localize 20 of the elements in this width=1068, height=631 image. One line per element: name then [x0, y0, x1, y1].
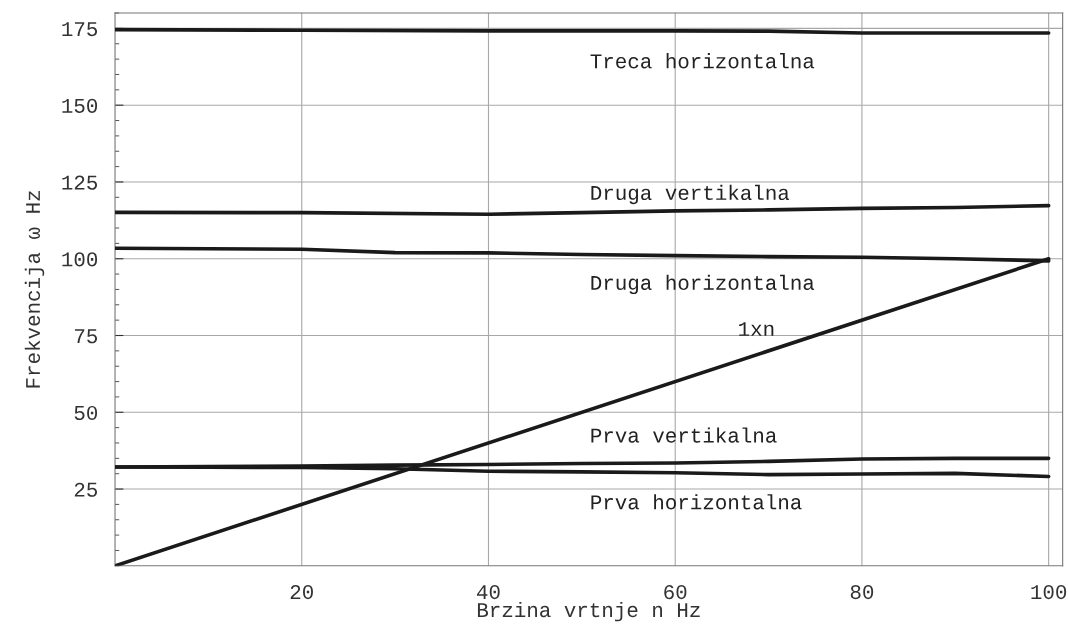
x-tick-label: 40	[477, 585, 500, 600]
x-tick-label: 100	[1031, 585, 1067, 600]
x-axis-title: Brzina vrtnje n Hz	[477, 601, 700, 622]
series-label: Druga horizontalna	[591, 274, 815, 295]
y-tick-label: 50	[74, 405, 98, 421]
y-axis-title: Frekvencija ω Hz	[24, 191, 45, 388]
y-tick-label: 75	[74, 329, 98, 344]
series-label: Prva horizontalna	[591, 494, 802, 510]
y-tick-label: 175	[62, 22, 98, 37]
x-tick-label: 60	[664, 585, 687, 600]
series-label: Treca horizontalna	[590, 53, 815, 69]
x-tick-label: 80	[850, 585, 874, 600]
series-label: 1xn	[739, 322, 774, 336]
series-label: Druga vertikalna	[591, 184, 790, 205]
y-tick-label: 100	[62, 252, 98, 267]
y-tick-label: 25	[74, 482, 98, 497]
y-tick-label: 150	[62, 98, 98, 113]
series-label: Prva vertikalna	[591, 427, 777, 443]
y-tick-label: 125	[62, 175, 98, 190]
x-tick-label: 20	[290, 585, 313, 600]
